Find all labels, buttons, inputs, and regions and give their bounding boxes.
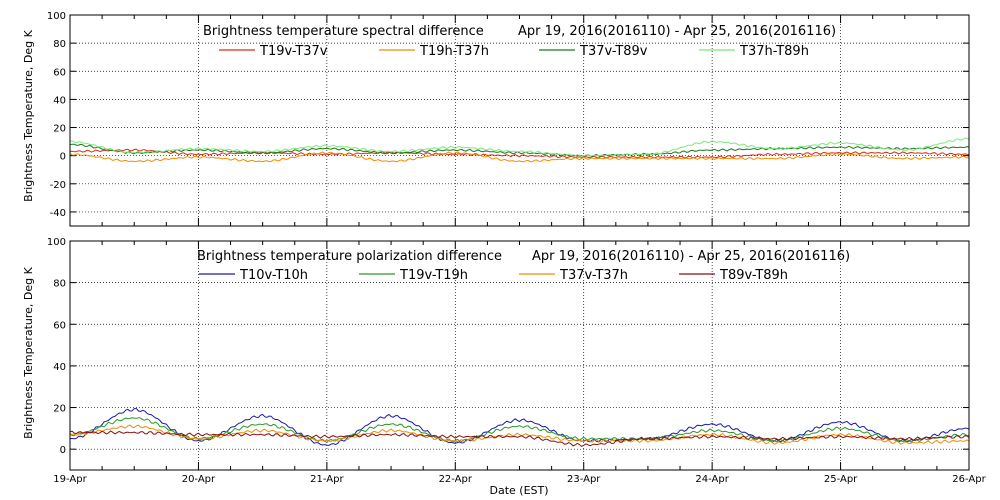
x-tick-label: 20-Apr [182, 474, 216, 485]
x-tick-label: 23-Apr [567, 474, 601, 485]
legend-label-t37v-t37h: T37v-T37h [559, 268, 628, 283]
series-line-t37v-t89v [69, 143, 970, 158]
top-panel-date-range: Apr 19, 2016(2016110) - Apr 25, 2016(201… [518, 24, 836, 39]
series-line-t37v-t37h [69, 424, 970, 445]
series-line-t19v-t19h [69, 417, 970, 443]
x-tick-label: 21-Apr [310, 474, 344, 485]
bottom-legend: T10v-T10h T19v-T19h T37v-T37h T89v-T89h [199, 268, 788, 283]
top-ytick-label: -20 [50, 180, 66, 191]
legend-label-t37h-t89h: T37h-T89h [739, 44, 809, 59]
series-line-t37h-t89h [69, 137, 970, 158]
bottom-ytick-label: 80 [53, 279, 66, 290]
legend-label-t19v-t37v: T19v-T37v [259, 44, 328, 59]
top-plot-frame [69, 14, 970, 227]
top-ytick-label: 0 [60, 152, 66, 163]
bottom-ytick-label: 20 [53, 404, 66, 415]
x-tick-label: 24-Apr [695, 474, 729, 485]
bottom-ytick-label: 40 [53, 362, 66, 373]
bottom-ytick-label: 100 [47, 237, 66, 248]
top-ytick-label: -40 [50, 208, 66, 219]
top-ytick-label: 80 [53, 39, 66, 50]
bottom-panel-date-range: Apr 19, 2016(2016110) - Apr 25, 2016(201… [532, 249, 850, 264]
bottom-panel-ylabel: Brightness Temperature, Deg K [22, 266, 35, 438]
legend-label-t37v-t89v: T37v-T89v [579, 44, 648, 59]
bottom-plot-frame [69, 240, 970, 471]
top-ytick-label: 100 [47, 11, 66, 22]
chart-plot-layer: -40 -20 0 20 40 60 80 100 0 20 40 60 80 100 19-Apr 20-A… [47, 11, 987, 485]
top-legend: T19v-T37v T19h-T37h T37v-T89v T37h-T89h [219, 44, 809, 59]
legend-label-t19h-t37h: T19h-T37h [419, 44, 489, 59]
bottom-ytick-label: 0 [60, 445, 66, 456]
series-line-t10v-t10h [69, 408, 970, 446]
top-ytick-label: 20 [53, 124, 66, 135]
top-ytick-label: 60 [53, 67, 66, 78]
top-ytick-label: 40 [53, 95, 66, 106]
top-panel-title: Brightness temperature spectral differen… [203, 24, 484, 39]
legend-label-t89v-t89h: T89v-T89h [719, 268, 788, 283]
legend-label-t10v-t10h: T10v-T10h [239, 268, 308, 283]
bottom-ytick-label: 60 [53, 320, 66, 331]
series-line-t89v-t89h [69, 430, 970, 447]
series-line-t19h-t37h [69, 151, 970, 163]
top-panel-ylabel: Brightness Temperature, Deg K [22, 29, 35, 201]
series-line-t19v-t37v [69, 148, 970, 159]
bottom-panel-title: Brightness temperature polarization diff… [197, 249, 502, 264]
legend-label-t19v-t19h: T19v-T19h [399, 268, 468, 283]
x-tick-label: 19-Apr [53, 474, 87, 485]
x-tick-label: 26-Apr [952, 474, 986, 485]
x-tick-label: 22-Apr [439, 474, 473, 485]
x-axis-label: Date (EST) [489, 484, 548, 497]
x-tick-label: 25-Apr [824, 474, 858, 485]
